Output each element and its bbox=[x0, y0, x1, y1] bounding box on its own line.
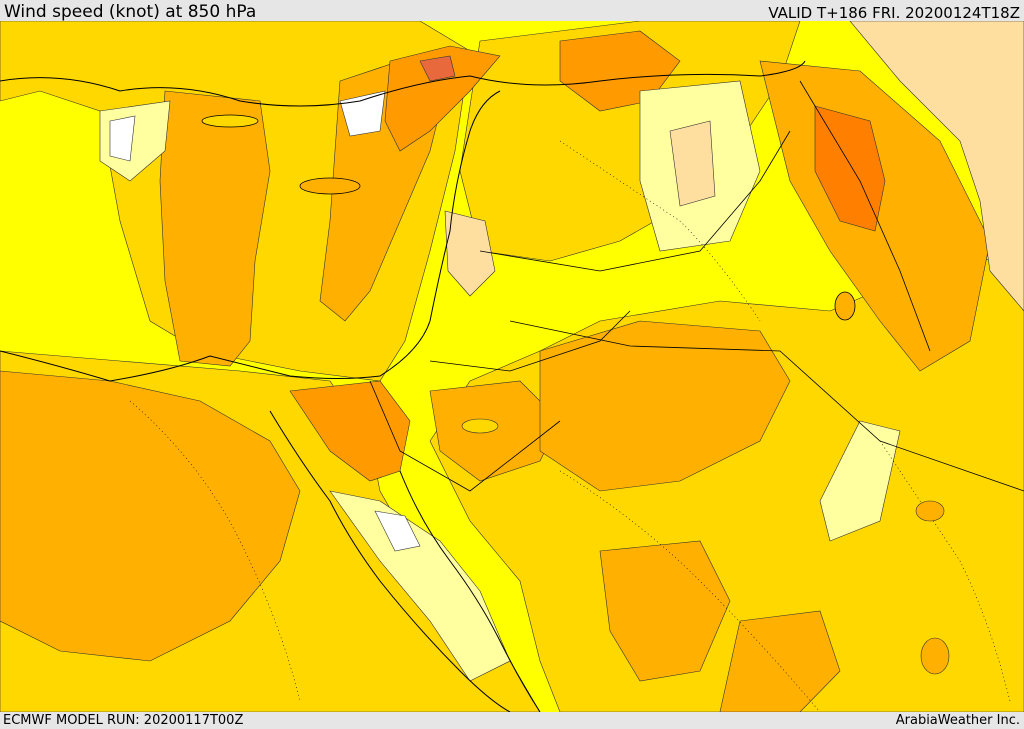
dotted-boundary-1 bbox=[129, 400, 301, 702]
border-jordan bbox=[429, 310, 631, 372]
field-strong-south-east bbox=[719, 610, 841, 712]
wind-speed-map bbox=[0, 21, 1024, 712]
header-bar: Wind speed (knot) at 850 hPa VALID T+186… bbox=[0, 0, 1024, 22]
coastline-anatolia bbox=[0, 60, 806, 107]
field-tan-syria bbox=[444, 210, 496, 297]
border-egypt-sudan bbox=[369, 380, 561, 492]
model-run-label: ECMWF MODEL RUN: 20200117T00Z bbox=[3, 713, 244, 728]
dotted-boundary-3 bbox=[879, 440, 1011, 702]
field-calm-aegean bbox=[109, 115, 136, 162]
footer-bar: ECMWF MODEL RUN: 20200117T00Z ArabiaWeat… bbox=[0, 712, 1024, 729]
field-very-strong-iraq-core bbox=[814, 105, 886, 232]
coastline-red-sea-west bbox=[269, 410, 511, 712]
field-very-strong-north bbox=[384, 45, 501, 152]
field-strong-libya bbox=[0, 370, 301, 662]
field-strong-west-band bbox=[159, 90, 271, 367]
field-peak-north bbox=[419, 55, 456, 82]
lake-gulf-1 bbox=[834, 291, 856, 321]
coastline-north-africa bbox=[0, 90, 501, 382]
field-strong-jordan bbox=[429, 380, 561, 482]
field-strong-saudi bbox=[599, 540, 731, 682]
field-very-light-south-east bbox=[819, 420, 901, 542]
patch-1 bbox=[915, 500, 945, 522]
dotted-boundary-4 bbox=[559, 140, 761, 322]
patch-3 bbox=[461, 418, 499, 434]
field-tan-northeast bbox=[849, 21, 1024, 312]
border-iraq-saudi bbox=[509, 320, 1024, 492]
field-strong-central bbox=[539, 320, 791, 492]
map-canvas bbox=[0, 21, 1024, 712]
field-tan-east bbox=[669, 120, 716, 207]
border-syria-iraq bbox=[479, 130, 791, 272]
patch-2 bbox=[920, 637, 950, 675]
border-iran-iraq bbox=[799, 80, 931, 352]
island-cyprus bbox=[299, 177, 361, 195]
map-title: Wind speed (knot) at 850 hPa bbox=[4, 2, 257, 22]
island-crete bbox=[201, 114, 259, 128]
field-calm-gulf-aqaba bbox=[374, 510, 421, 552]
coastline-red-sea-east bbox=[399, 470, 541, 712]
valid-time: VALID T+186 FRI. 20200124T18Z bbox=[768, 4, 1020, 22]
credit-label: ArabiaWeather Inc. bbox=[895, 713, 1020, 728]
